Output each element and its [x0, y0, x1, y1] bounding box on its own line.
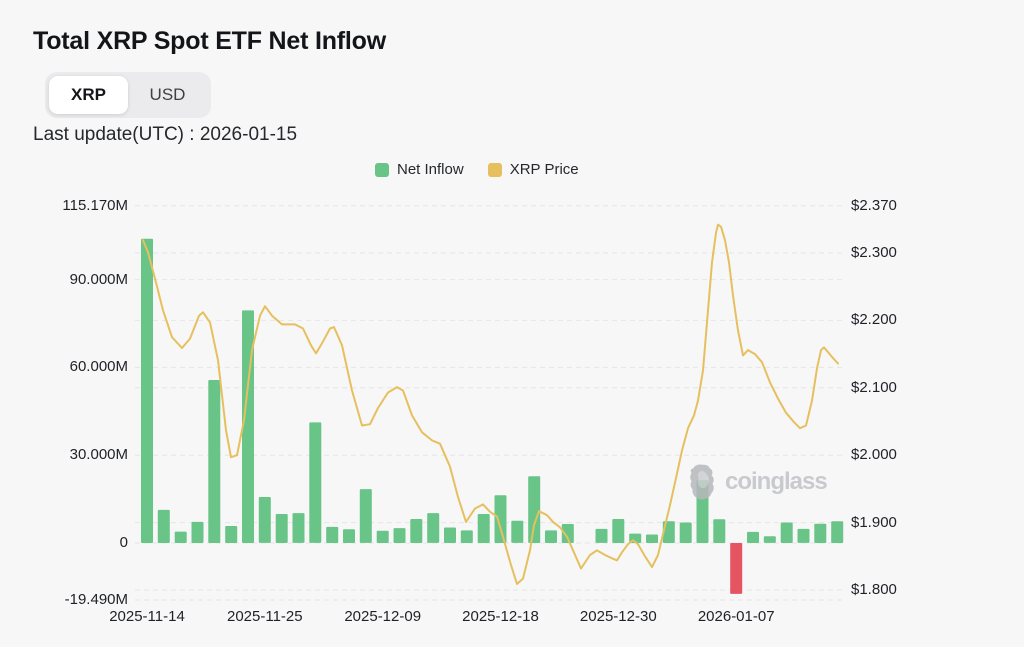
- x-axis-label: 2025-11-14: [109, 608, 185, 625]
- y-axis-label-right: $2.200: [851, 311, 897, 328]
- net-inflow-bar[interactable]: [427, 513, 440, 543]
- net-inflow-bar[interactable]: [326, 526, 339, 543]
- x-axis-label: 2025-12-18: [462, 608, 539, 625]
- y-axis-label-right: $1.900: [851, 514, 897, 531]
- net-inflow-bar[interactable]: [359, 489, 372, 543]
- y-axis-label-left: 0: [119, 534, 128, 551]
- net-inflow-bar[interactable]: [242, 310, 254, 543]
- y-axis-label-left: 115.170M: [62, 197, 128, 214]
- toggle-option-xrp[interactable]: XRP: [49, 76, 128, 114]
- net-inflow-bar[interactable]: [208, 380, 221, 543]
- xrp-price-swatch-icon: [487, 162, 502, 177]
- net-inflow-bar[interactable]: [545, 530, 557, 543]
- net-outflow-bar[interactable]: [730, 543, 743, 594]
- net-inflow-bar[interactable]: [343, 529, 355, 543]
- net-inflow-bar[interactable]: [511, 520, 524, 543]
- y-axis-label-right: $1.800: [851, 581, 897, 598]
- legend-item-xrp-price[interactable]: XRP Price: [487, 161, 579, 178]
- y-axis-label-left: -19.490M: [64, 591, 128, 608]
- net-inflow-bar[interactable]: [561, 524, 574, 543]
- y-axis-label-left: 30.000M: [69, 446, 128, 463]
- y-axis-label-left: 90.000M: [69, 271, 128, 288]
- chart-legend: Net Inflow XRP Price: [375, 161, 579, 178]
- legend-item-net-inflow[interactable]: Net Inflow: [375, 161, 464, 178]
- coinglass-logo-icon: [690, 464, 714, 500]
- y-axis-label-left: 60.000M: [69, 358, 128, 375]
- x-axis-label: 2025-12-09: [344, 608, 422, 625]
- x-axis-label: 2025-11-25: [226, 608, 303, 625]
- xrp-price-line[interactable]: [142, 223, 839, 585]
- y-axis-label-right: $2.300: [851, 244, 897, 261]
- net-inflow-bar[interactable]: [460, 530, 473, 543]
- legend-label: Net Inflow: [397, 161, 464, 178]
- net-inflow-bar[interactable]: [275, 514, 288, 543]
- net-inflow-bar[interactable]: [797, 528, 810, 543]
- net-inflow-bar[interactable]: [410, 519, 423, 543]
- unit-toggle: XRP USD: [45, 72, 211, 118]
- net-inflow-bar[interactable]: [763, 536, 776, 543]
- net-inflow-bar[interactable]: [713, 519, 726, 543]
- net-inflow-bar[interactable]: [444, 527, 456, 544]
- net-inflow-bar[interactable]: [191, 521, 204, 543]
- net-inflow-bar[interactable]: [157, 509, 170, 543]
- net-inflow-bar[interactable]: [780, 522, 793, 544]
- y-axis-label-right: $2.370: [851, 197, 897, 214]
- net-inflow-bar[interactable]: [393, 528, 406, 543]
- x-axis-label: 2026-01-07: [697, 608, 775, 625]
- net-inflow-bar[interactable]: [814, 523, 827, 543]
- net-inflow-bar[interactable]: [258, 497, 271, 543]
- net-inflow-bar[interactable]: [831, 521, 844, 543]
- net-inflow-bar[interactable]: [595, 528, 608, 543]
- watermark-text: coinglass: [725, 468, 828, 495]
- net-inflow-bar[interactable]: [292, 513, 305, 543]
- y-axis-label-right: $2.100: [851, 379, 897, 396]
- net-inflow-bar[interactable]: [141, 238, 153, 543]
- last-update-text: Last update(UTC) : 2026-01-15: [33, 124, 298, 145]
- net-inflow-bar[interactable]: [679, 522, 692, 544]
- net-inflow-bar[interactable]: [174, 531, 187, 543]
- x-axis-label: 2025-12-30: [579, 608, 657, 625]
- y-axis-label-right: $2.000: [851, 446, 897, 463]
- net-inflow-bar[interactable]: [225, 526, 238, 543]
- coinglass-watermark: coinglass: [688, 462, 828, 502]
- net-inflow-bar[interactable]: [646, 534, 658, 544]
- net-inflow-bar[interactable]: [612, 519, 625, 543]
- net-inflow-bar[interactable]: [494, 495, 507, 543]
- net-inflow-bar[interactable]: [376, 530, 389, 543]
- net-inflow-bar[interactable]: [747, 531, 759, 543]
- net-inflow-bar[interactable]: [309, 422, 322, 543]
- page-title: Total XRP Spot ETF Net Inflow: [33, 27, 386, 55]
- net-inflow-swatch-icon: [375, 162, 389, 177]
- net-inflow-bar[interactable]: [528, 476, 541, 543]
- toggle-option-usd[interactable]: USD: [149, 85, 186, 104]
- net-inflow-bar[interactable]: [477, 514, 490, 543]
- legend-label: XRP Price: [509, 161, 579, 178]
